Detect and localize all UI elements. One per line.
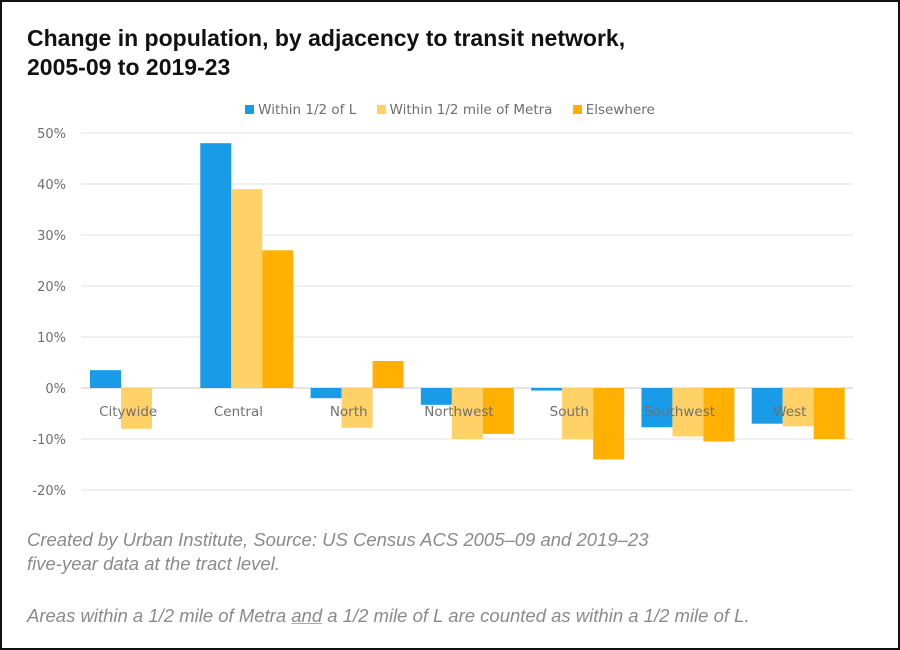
y-tick-label: -20% — [32, 484, 66, 499]
bar-west-metra — [782, 388, 814, 427]
bar-central-l — [200, 143, 232, 388]
bar-north-elsewhere — [372, 360, 404, 388]
bar-southwest-metra — [672, 388, 704, 437]
legend-item-l: Within 1/2 of L — [245, 102, 356, 118]
legend-label-elsewhere: Elsewhere — [585, 102, 655, 118]
legend-label-l: Within 1/2 of L — [258, 102, 357, 118]
bar-west-l — [751, 388, 783, 424]
source-line-1: Created by Urban Institute, Source: US C… — [27, 529, 649, 550]
bar-south-l — [531, 388, 563, 391]
category-label: Southwest — [644, 404, 715, 420]
legend-swatch-metra — [376, 105, 386, 114]
bar-west-elsewhere — [813, 388, 845, 439]
bar-citywide-metra — [121, 388, 152, 429]
bar-northwest-metra — [451, 388, 483, 439]
category-label: West — [773, 404, 806, 420]
bar-north-l — [310, 388, 342, 399]
y-axis-ticks: 50% 40% 30% 20% 10% 0% -10% -20% — [32, 127, 66, 499]
source-note: Created by Urban Institute, Source: US C… — [27, 528, 649, 576]
category-label: North — [330, 404, 368, 420]
chart-title: Change in population, by adjacency to tr… — [27, 24, 887, 82]
bar-north-metra — [341, 388, 373, 428]
bar-central-elsewhere — [262, 250, 294, 388]
y-tick-label: 30% — [37, 229, 66, 244]
bar-south-metra — [562, 388, 594, 439]
legend-item-elsewhere: Elsewhere — [572, 102, 655, 118]
bar-northwest-l — [420, 388, 452, 405]
category-label: Central — [214, 404, 263, 420]
legend-item-metra: Within 1/2 mile of Metra — [376, 102, 553, 118]
bar-southwest-elsewhere — [703, 388, 735, 442]
bar-northwest-elsewhere — [482, 388, 514, 434]
chart-title-line-1: Change in population, by adjacency to tr… — [27, 25, 626, 51]
chart-title-line-2: 2005-09 to 2019-23 — [27, 54, 231, 80]
bars — [90, 143, 845, 460]
legend-label-metra: Within 1/2 mile of Metra — [389, 102, 553, 118]
legend-swatch-elsewhere — [572, 105, 582, 114]
bar-citywide-l — [90, 370, 121, 388]
y-tick-label: -10% — [32, 433, 66, 448]
bar-central-metra — [231, 189, 263, 388]
y-tick-label: 20% — [37, 280, 66, 295]
legend: Within 1/2 of L Within 1/2 mile of Metra… — [0, 102, 900, 118]
category-label: Northwest — [424, 404, 493, 420]
category-labels: Citywide Central North Northwest South Southw… — [99, 404, 806, 420]
note-part-2: a 1/2 mile of L are counted as within a … — [322, 605, 750, 626]
bar-southwest-l — [641, 388, 673, 428]
category-label: South — [550, 404, 589, 420]
y-tick-label: 40% — [37, 178, 66, 193]
y-tick-label: 50% — [37, 127, 66, 142]
source-line-2: five-year data at the tract level. — [27, 553, 280, 574]
note-part-1: Areas within a 1/2 mile of Metra — [27, 605, 292, 626]
methodology-note: Areas within a 1/2 mile of Metra and a 1… — [27, 604, 750, 628]
y-tick-label: 10% — [37, 331, 66, 346]
note-underlined: and — [291, 605, 323, 626]
legend-swatch-l — [245, 105, 255, 114]
y-tick-label: 0% — [45, 382, 66, 397]
bar-south-elsewhere — [593, 388, 625, 460]
category-label: Citywide — [99, 404, 157, 420]
